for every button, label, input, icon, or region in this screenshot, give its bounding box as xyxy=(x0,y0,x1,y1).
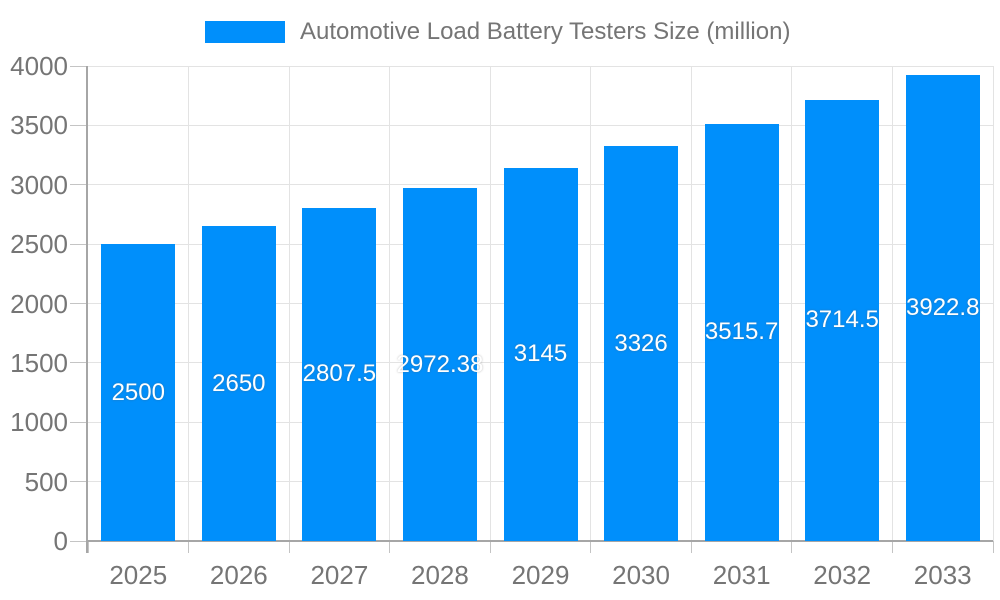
y-axis-label: 4000 xyxy=(10,51,68,81)
x-tick xyxy=(590,541,592,553)
legend-label: Automotive Load Battery Testers Size (mi… xyxy=(300,18,791,45)
y-gridline xyxy=(88,124,993,126)
y-axis-label: 500 xyxy=(24,466,68,497)
x-tick xyxy=(489,541,491,553)
x-axis-line xyxy=(88,540,993,542)
x-axis-label-2030: 2030 xyxy=(612,560,670,590)
x-tick xyxy=(389,541,391,553)
x-tick xyxy=(188,541,190,553)
x-axis-label-2026: 2026 xyxy=(209,560,268,590)
x-tick xyxy=(690,541,692,553)
x-axis-label-2031: 2031 xyxy=(712,560,771,590)
x-tick xyxy=(992,541,994,553)
bar-value-label: 3326 xyxy=(614,329,668,357)
y-axis-label: 2000 xyxy=(10,288,68,319)
bar-value-label: 3714.5 xyxy=(805,306,879,334)
y-axis-label: 2500 xyxy=(10,229,68,260)
y-axis-label: 3500 xyxy=(10,110,68,141)
legend-swatch-icon xyxy=(205,21,285,43)
bar-2030[interactable]: 3326 xyxy=(604,146,679,541)
x-axis-label-2025: 2025 xyxy=(109,560,168,590)
bar-2031[interactable]: 3515.7 xyxy=(704,123,779,541)
y-axis-label: 1000 xyxy=(10,407,68,438)
y-tick xyxy=(70,303,88,304)
bar-2033[interactable]: 3922.8 xyxy=(905,75,980,541)
x-tick xyxy=(791,541,793,553)
x-gridline xyxy=(992,66,994,541)
bar-2032[interactable]: 3714.5 xyxy=(805,99,880,541)
bar-value-label: 3145 xyxy=(513,340,568,368)
y-gridline xyxy=(88,65,993,67)
x-tick xyxy=(87,541,89,553)
x-axis-label-2032: 2032 xyxy=(813,560,872,590)
y-tick xyxy=(70,65,88,67)
y-tick xyxy=(70,184,88,186)
bar-value-label: 3515.7 xyxy=(704,318,779,346)
y-tick xyxy=(70,124,88,126)
legend-item[interactable]: Automotive Load Battery Testers Size (mi… xyxy=(205,18,790,46)
x-axis-label-2033: 2033 xyxy=(913,560,972,590)
bar-2027[interactable]: 2807.5 xyxy=(302,207,377,541)
y-tick xyxy=(70,540,88,542)
bar-2026[interactable]: 2650 xyxy=(201,226,276,541)
bar-2029[interactable]: 3145 xyxy=(503,167,578,541)
bar-value-label: 2807.5 xyxy=(302,360,377,388)
y-axis-label: 3000 xyxy=(10,169,68,200)
x-gridline xyxy=(288,66,290,541)
y-axis-label: 1500 xyxy=(10,347,68,378)
y-tick xyxy=(70,243,88,245)
x-tick xyxy=(288,541,290,553)
x-gridline xyxy=(791,66,793,541)
x-axis-label-2027: 2027 xyxy=(310,560,369,590)
x-gridline xyxy=(389,66,391,541)
bar-2028[interactable]: 2972.38 xyxy=(397,188,483,541)
y-axis-label: 0 xyxy=(53,526,68,556)
bar-value-label: 3922.8 xyxy=(906,294,980,322)
y-axis-line xyxy=(86,66,88,553)
y-tick xyxy=(70,421,88,423)
y-tick xyxy=(70,362,88,364)
x-gridline xyxy=(590,66,592,541)
x-axis-label-2028: 2028 xyxy=(411,560,469,590)
x-gridline xyxy=(188,66,190,541)
x-gridline xyxy=(489,66,491,541)
x-axis-label-2029: 2029 xyxy=(511,560,570,590)
bar-value-label: 2972.38 xyxy=(396,350,484,378)
bar-value-label: 2650 xyxy=(212,369,266,397)
x-tick xyxy=(891,541,893,553)
y-tick xyxy=(70,481,88,483)
bar-value-label: 2500 xyxy=(111,378,165,406)
x-gridline xyxy=(690,66,692,541)
x-gridline xyxy=(891,66,893,541)
bar-2025[interactable]: 2500 xyxy=(101,244,176,541)
